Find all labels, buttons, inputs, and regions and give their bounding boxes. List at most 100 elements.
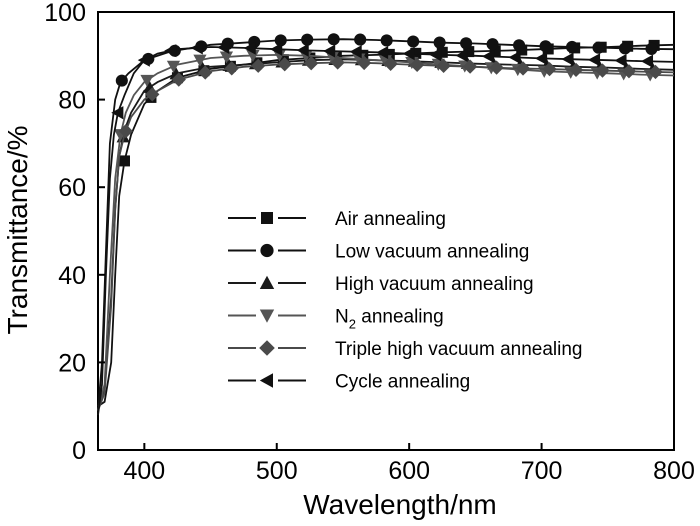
x-axis-label: Wavelength/nm — [303, 489, 497, 520]
data-point — [618, 42, 632, 55]
legend-label: Air annealing — [335, 209, 446, 230]
data-point — [171, 72, 186, 87]
legend-item: N2 annealing — [228, 307, 444, 332]
data-point — [482, 49, 495, 63]
legend-marker — [261, 212, 273, 224]
data-point — [542, 62, 557, 77]
data-point — [383, 56, 398, 71]
data-point — [568, 62, 584, 78]
data-point — [436, 46, 448, 58]
legend-item: High vacuum annealing — [228, 274, 534, 295]
y-tick-label: 80 — [58, 87, 86, 115]
data-point — [614, 53, 627, 68]
legend-label: N2 annealing — [335, 307, 444, 332]
data-point — [621, 64, 637, 79]
data-point — [436, 58, 451, 74]
data-point — [270, 42, 283, 56]
series-6 — [97, 40, 675, 416]
series-layer — [97, 33, 675, 416]
data-point — [145, 87, 160, 102]
x-tick-label: 700 — [521, 457, 563, 485]
ticks-layer: 400 500 600 700 800 0 20 40 60 80 100 — [44, 0, 695, 485]
data-point — [565, 40, 579, 54]
data-point — [383, 48, 395, 60]
legend-item: Air annealing — [228, 209, 446, 230]
data-point — [349, 45, 362, 59]
data-point — [352, 53, 366, 66]
data-point — [323, 44, 336, 58]
x-tick-label: 800 — [653, 457, 695, 485]
data-point — [111, 106, 124, 120]
data-point — [166, 60, 181, 73]
data-point — [246, 50, 260, 63]
data-point — [217, 40, 230, 54]
data-point — [640, 54, 654, 68]
legend: Air annealing Low vacuum annealing High va… — [228, 209, 583, 393]
data-point — [515, 61, 531, 76]
data-point — [224, 61, 239, 76]
legend-item: Cycle annealing — [228, 372, 470, 393]
legend-item: Triple high vacuum annealing — [228, 339, 583, 360]
data-point — [508, 50, 521, 64]
legend-marker — [259, 275, 275, 289]
data-point — [301, 33, 314, 46]
data-point — [587, 53, 601, 67]
y-tick-label: 100 — [44, 0, 86, 27]
data-point — [462, 59, 478, 74]
data-point — [219, 51, 234, 64]
data-point — [325, 51, 339, 64]
data-point — [118, 123, 133, 139]
data-point — [460, 37, 473, 50]
data-point — [429, 48, 442, 62]
data-point — [115, 74, 128, 87]
data-point — [357, 55, 372, 71]
data-point — [137, 53, 150, 67]
data-point — [592, 41, 605, 54]
data-point — [354, 33, 367, 46]
data-point — [648, 64, 663, 80]
data-point — [243, 41, 256, 55]
y-tick-label: 0 — [72, 437, 86, 465]
series-line — [97, 61, 675, 411]
data-point — [433, 36, 446, 49]
y-tick-label: 20 — [58, 349, 86, 377]
y-tick-label: 40 — [58, 262, 86, 290]
legend-marker — [259, 373, 273, 388]
x-tick-label: 500 — [256, 457, 298, 485]
data-point — [489, 45, 501, 57]
data-point — [409, 57, 425, 73]
legend-marker — [259, 340, 275, 356]
legend-item: Low vacuum annealing — [228, 242, 529, 263]
data-point — [274, 34, 287, 47]
data-point — [561, 52, 574, 66]
data-point — [140, 74, 154, 87]
data-point — [455, 48, 468, 63]
data-point — [645, 42, 658, 55]
data-point — [463, 46, 475, 58]
data-point — [539, 40, 552, 53]
data-point — [164, 44, 177, 58]
data-point — [198, 65, 213, 80]
data-point — [407, 35, 420, 48]
data-point — [402, 47, 415, 61]
plot-border — [97, 11, 675, 451]
legend-marker — [260, 243, 274, 258]
data-point — [595, 63, 610, 78]
data-point — [534, 51, 548, 66]
data-point — [304, 56, 319, 71]
data-point — [296, 43, 309, 57]
data-point — [251, 58, 266, 73]
data-point — [378, 55, 392, 68]
legend-label: Triple high vacuum annealing — [335, 339, 583, 360]
plot-frame — [97, 11, 675, 451]
legend-label: Low vacuum annealing — [335, 242, 529, 263]
data-point — [327, 33, 340, 46]
data-point — [380, 34, 393, 47]
series-5 — [97, 55, 675, 411]
legend-label: High vacuum annealing — [335, 274, 534, 295]
data-point — [486, 38, 499, 51]
data-point — [489, 60, 504, 75]
y-axis-label: Transmittance/% — [2, 125, 33, 334]
data-point — [330, 55, 345, 70]
